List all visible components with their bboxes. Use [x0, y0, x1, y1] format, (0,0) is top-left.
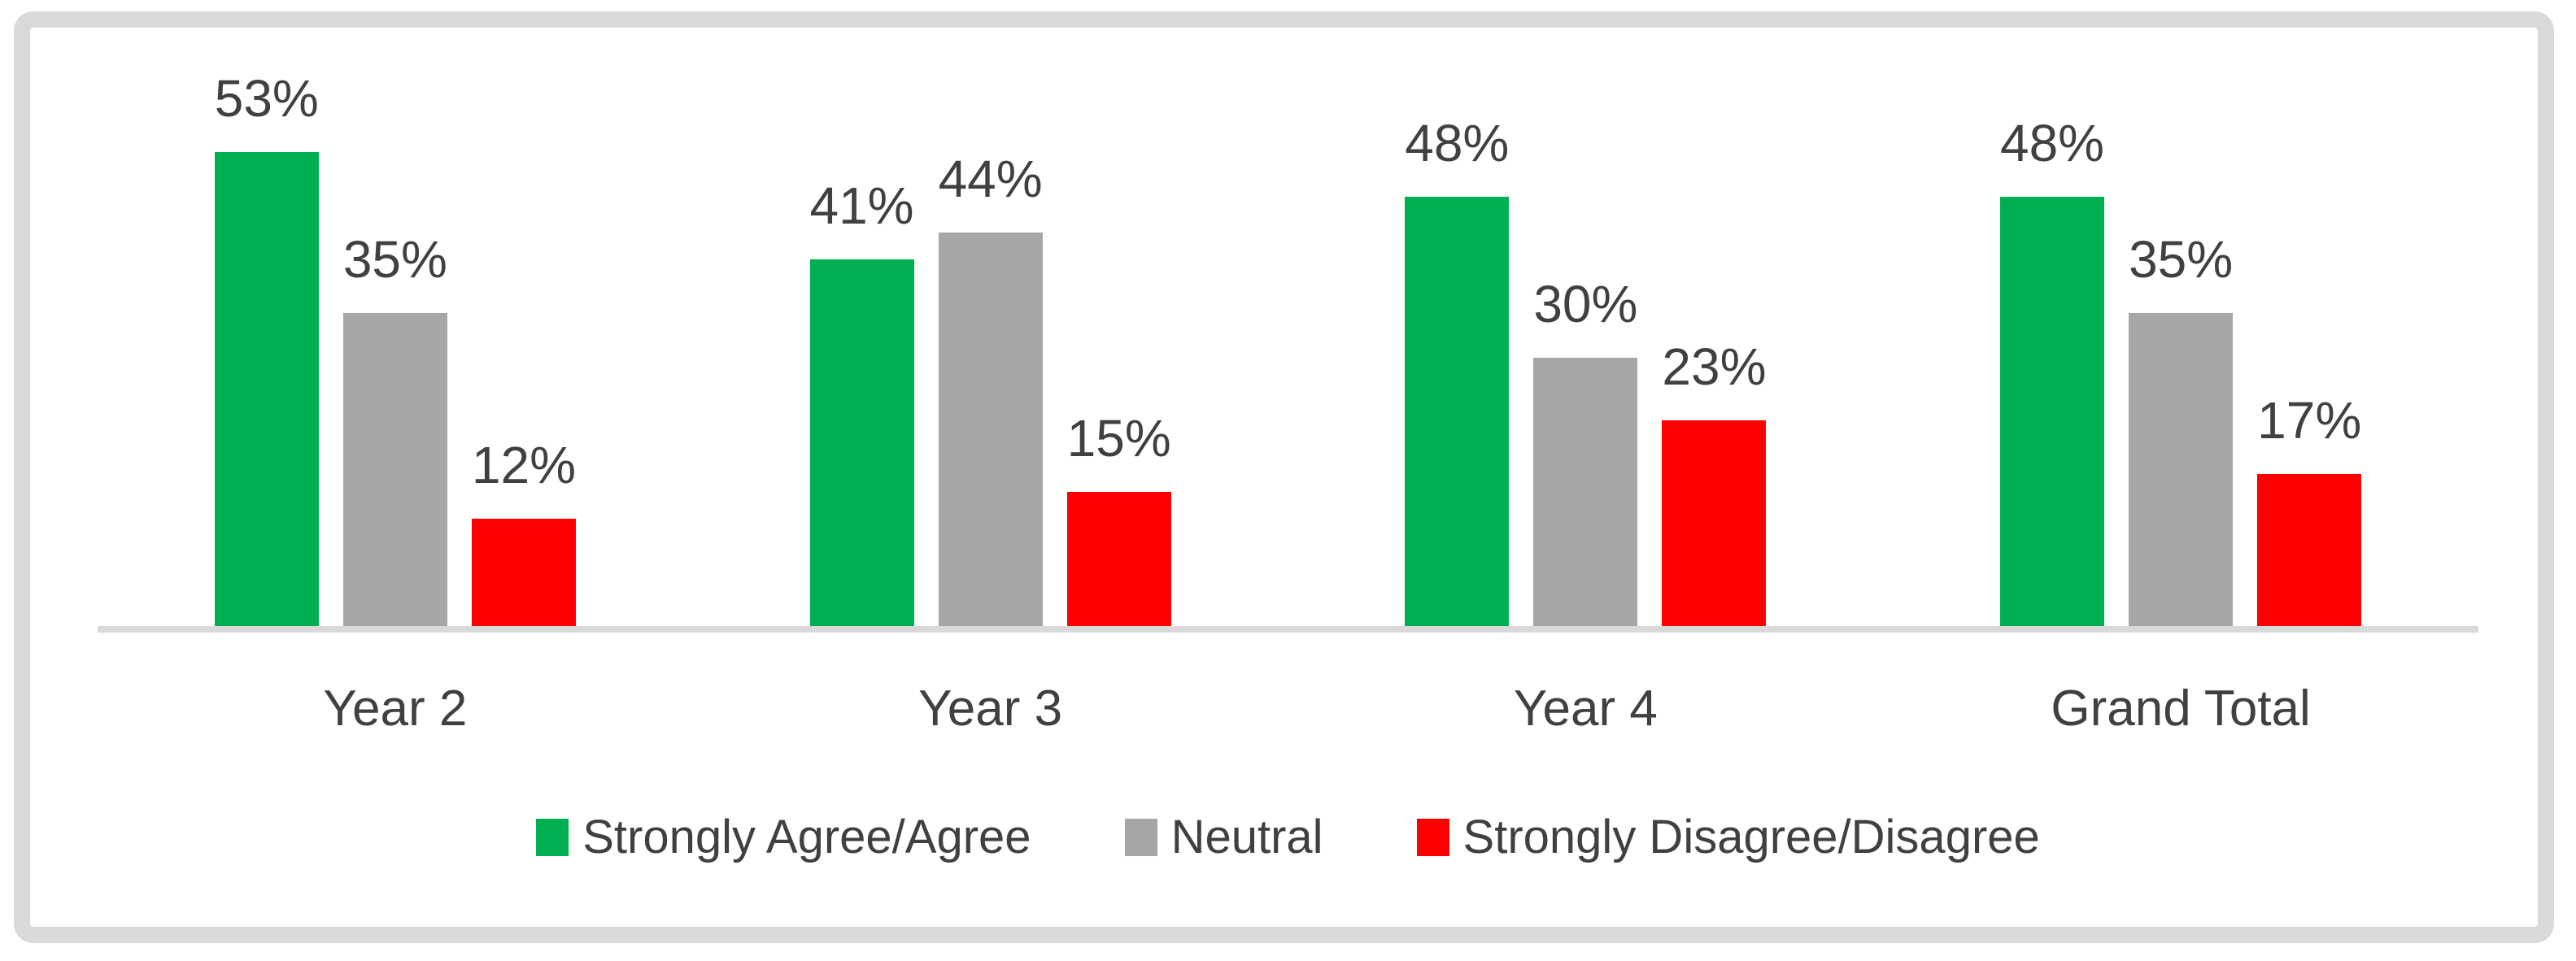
data-label: 53% — [214, 68, 319, 128]
legend-item: Strongly Disagree/Disagree — [1416, 811, 2040, 863]
category-label: Grand Total — [2051, 681, 2311, 737]
category-label: Year 3 — [918, 681, 1063, 737]
category-label: Year 4 — [1513, 681, 1658, 737]
data-label: 44% — [938, 149, 1043, 208]
chart-border-frame — [14, 11, 2554, 943]
category-labels: Year 2 Year 3 Year 4 Grand Total — [98, 681, 2478, 737]
bar — [214, 152, 319, 626]
bar-item: 44% — [938, 149, 1043, 626]
bar-groups: 53% 35% 12% 41% 44% 15% 48% 30% 23% 48% 35% 17% — [98, 0, 2478, 626]
bar — [809, 259, 914, 626]
bar-group: 48% 35% 17% — [1883, 0, 2478, 626]
bar-item: 12% — [471, 435, 577, 626]
plot-area: 53% 35% 12% 41% 44% 15% 48% 30% 23% 48% 35% 17% Yea… — [98, 0, 2478, 961]
bar — [1662, 420, 1767, 626]
bar — [938, 233, 1043, 626]
bar-item: 53% — [214, 68, 319, 626]
legend-swatch — [1124, 818, 1157, 856]
legend-label: Strongly Disagree/Disagree — [1462, 811, 2040, 863]
bar-item: 23% — [1662, 337, 1767, 626]
bar — [1405, 197, 1510, 626]
data-label: 15% — [1066, 408, 1171, 467]
bar-group: 48% 30% 23% — [1288, 0, 1884, 626]
legend-item: Neutral — [1124, 811, 1323, 863]
bar-item: 35% — [342, 229, 447, 626]
bar-item: 48% — [1999, 113, 2105, 626]
legend-swatch — [536, 818, 569, 856]
category-label: Year 2 — [323, 681, 468, 737]
bar — [2129, 313, 2234, 626]
bar — [1533, 358, 1638, 626]
data-label: 41% — [809, 176, 914, 235]
bar-item: 17% — [2257, 390, 2362, 626]
legend-item: Strongly Agree/Agree — [536, 811, 1031, 863]
bar-group: 53% 35% 12% — [98, 0, 693, 626]
data-label: 35% — [2129, 229, 2234, 289]
bar-item: 30% — [1533, 274, 1638, 626]
data-label: 12% — [471, 435, 577, 494]
legend-swatch — [1416, 818, 1449, 856]
data-label: 17% — [2257, 390, 2362, 450]
x-axis-line — [98, 626, 2478, 633]
bar-item: 35% — [2129, 229, 2234, 626]
bar-item: 15% — [1067, 411, 1171, 626]
data-label: 23% — [1662, 337, 1767, 396]
legend: Strongly Agree/Agree Neutral Strongly Disa… — [0, 811, 2576, 863]
data-label: 48% — [1999, 113, 2105, 172]
bar-item: 48% — [1405, 113, 1510, 626]
bar — [471, 519, 576, 626]
bar — [342, 313, 447, 626]
legend-label: Neutral — [1170, 811, 1323, 863]
bar — [2000, 197, 2105, 626]
bar-group: 41% 44% 15% — [693, 0, 1288, 626]
data-label: 48% — [1405, 113, 1510, 172]
bar-item: 41% — [809, 176, 914, 626]
bar — [1066, 492, 1171, 626]
legend-label: Strongly Agree/Agree — [582, 811, 1031, 863]
data-label: 30% — [1533, 274, 1638, 333]
data-label: 35% — [342, 229, 447, 289]
bar — [2257, 474, 2362, 626]
